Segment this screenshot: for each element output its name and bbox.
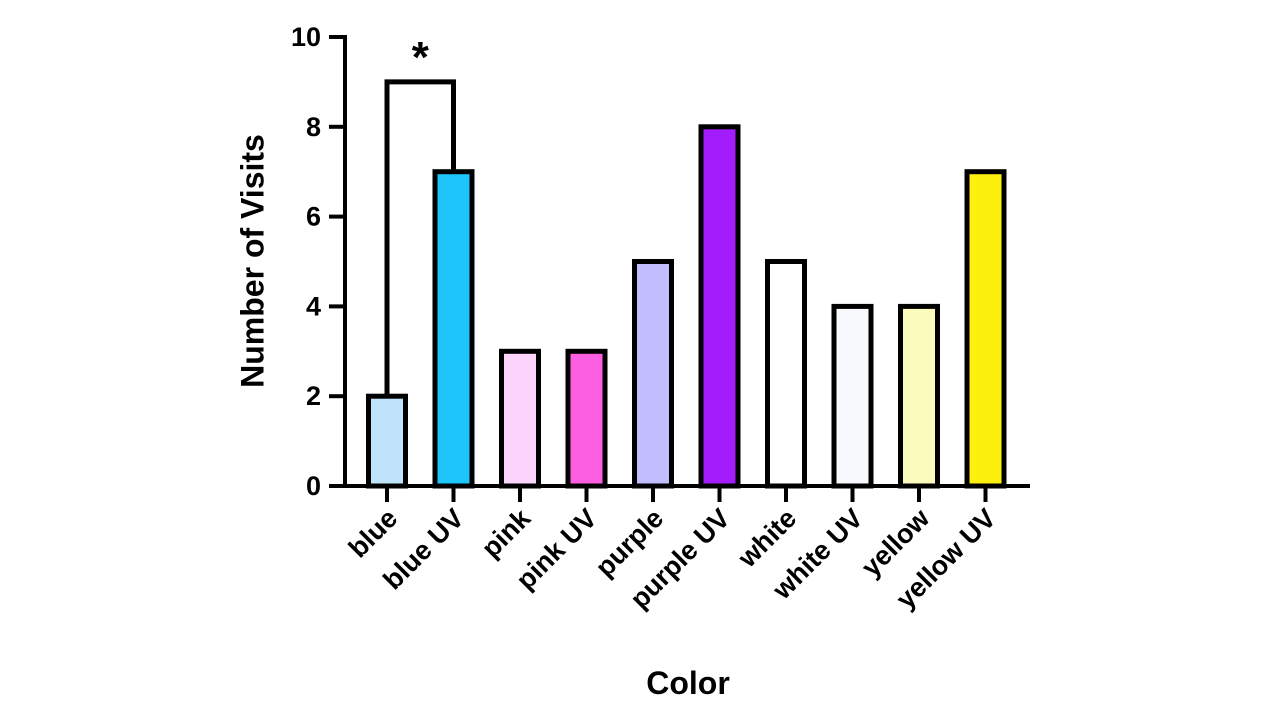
- y-axis: 0 2 4 6 8 10: [291, 22, 347, 501]
- y-tick-label: 6: [306, 202, 321, 232]
- bars-layer: [366, 124, 1007, 489]
- bar-blue: [366, 393, 408, 489]
- bar-yellow-uv: [964, 169, 1007, 489]
- y-tick-label: 0: [306, 471, 321, 501]
- bar-purple-uv: [698, 124, 741, 489]
- bar-yellow: [898, 303, 940, 489]
- y-tick-label: 4: [306, 291, 321, 321]
- bar-blue-uv: [432, 169, 475, 489]
- annotation-layer: *: [384, 33, 456, 397]
- bar-white: [765, 259, 807, 489]
- y-tick-label: 10: [291, 22, 321, 52]
- bar-pink-uv: [565, 348, 608, 489]
- y-tick-label: 2: [306, 381, 321, 411]
- y-tick-label: 8: [306, 112, 321, 142]
- bar-pink: [499, 348, 541, 489]
- y-axis-title: Number of Visits: [234, 134, 270, 388]
- bar-white-uv: [831, 303, 874, 489]
- x-axis-title: Color: [646, 665, 730, 701]
- significance-bracket: [384, 79, 456, 397]
- bar-purple: [632, 259, 674, 489]
- x-tick-label: blue: [343, 503, 403, 563]
- x-tick-label: pink: [476, 502, 537, 563]
- significance-label: *: [412, 33, 430, 82]
